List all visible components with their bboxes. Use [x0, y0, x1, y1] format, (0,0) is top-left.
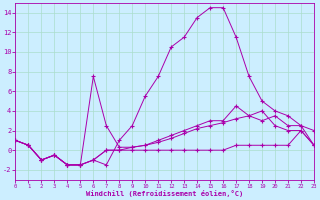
X-axis label: Windchill (Refroidissement éolien,°C): Windchill (Refroidissement éolien,°C)	[86, 190, 243, 197]
